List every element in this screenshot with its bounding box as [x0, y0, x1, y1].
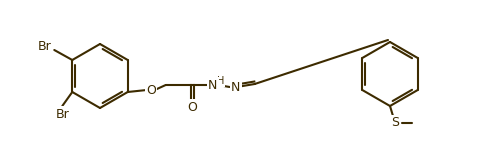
Text: O: O [146, 83, 156, 97]
Text: Br: Br [56, 107, 69, 120]
Text: O: O [187, 100, 197, 114]
Text: Br: Br [38, 39, 51, 53]
Text: H: H [217, 76, 224, 86]
Text: N: N [208, 78, 217, 92]
Text: N: N [231, 80, 240, 93]
Text: S: S [391, 117, 399, 129]
